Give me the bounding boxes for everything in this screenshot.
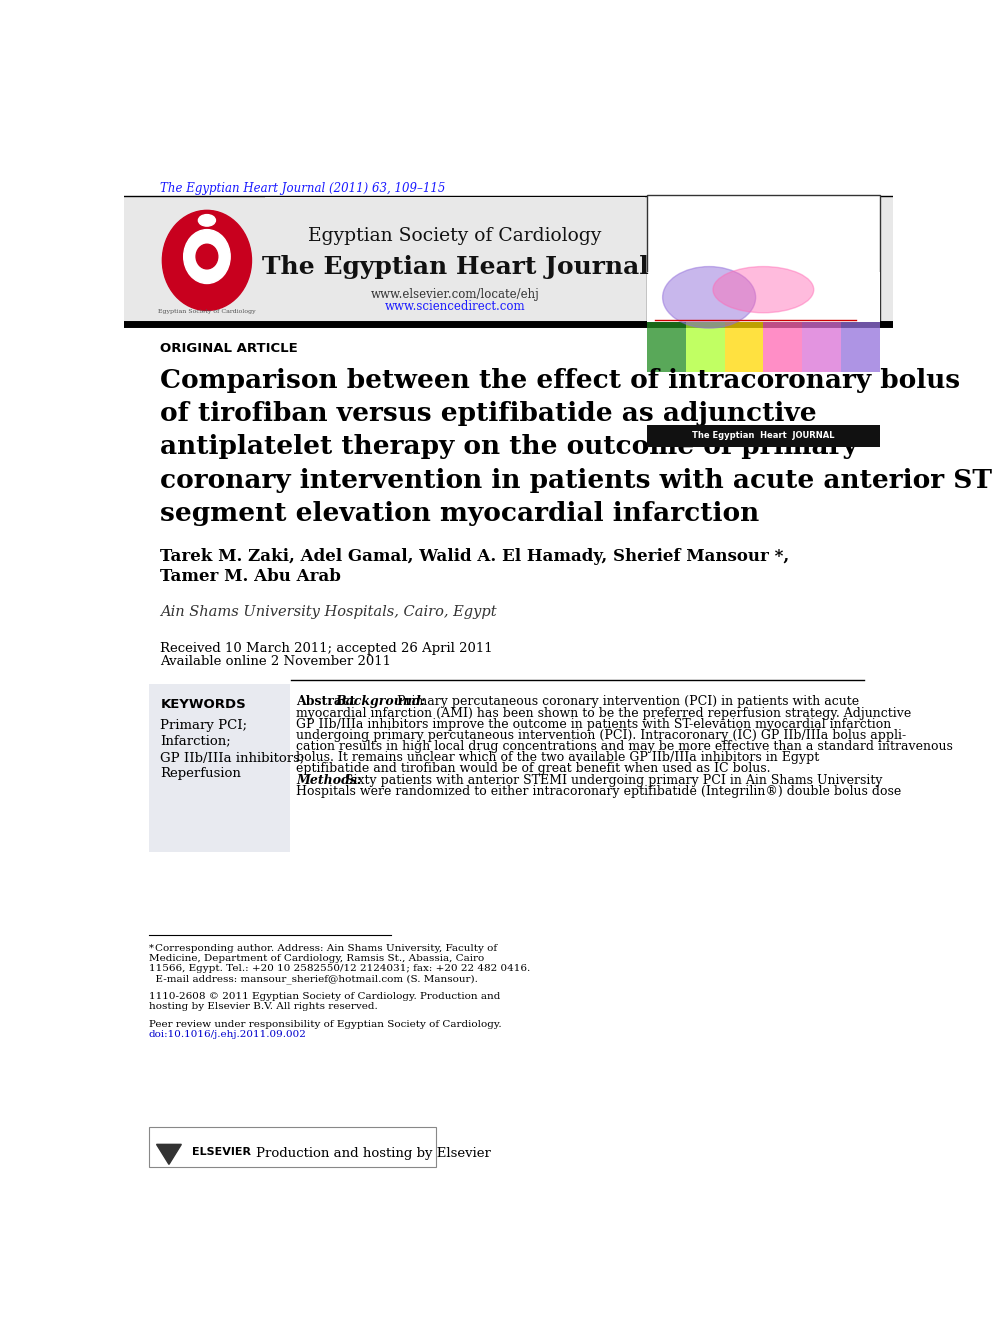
Text: Medicine, Department of Cardiology, Ramsis St., Abassia, Cairo: Medicine, Department of Cardiology, Rams…: [149, 954, 484, 963]
Text: Production and hosting by Elsevier: Production and hosting by Elsevier: [256, 1147, 491, 1160]
Bar: [265, 197, 645, 324]
Text: Ain Shams University Hospitals, Cairo, Egypt: Ain Shams University Hospitals, Cairo, E…: [161, 605, 497, 619]
Text: ORIGINAL ARTICLE: ORIGINAL ARTICLE: [161, 343, 299, 355]
Text: E-mail address: mansour_sherief@hotmail.com (S. Mansour).: E-mail address: mansour_sherief@hotmail.…: [149, 974, 478, 984]
Bar: [764, 321, 803, 372]
Text: Sixty patients with anterior STEMI undergoing primary PCI in Ain Shams Universit: Sixty patients with anterior STEMI under…: [337, 774, 883, 787]
Bar: [124, 197, 893, 324]
Text: Methods:: Methods:: [296, 774, 361, 787]
Text: The Egyptian  Heart  JOURNAL: The Egyptian Heart JOURNAL: [692, 431, 834, 441]
Text: segment elevation myocardial infarction: segment elevation myocardial infarction: [161, 500, 760, 525]
Text: Primary PCI;: Primary PCI;: [161, 718, 248, 732]
Text: 11566, Egypt. Tel.: +20 10 2582550/12 2124031; fax: +20 22 482 0416.: 11566, Egypt. Tel.: +20 10 2582550/12 21…: [149, 964, 530, 974]
Text: Egyptian Society of Cardiology: Egyptian Society of Cardiology: [309, 226, 601, 245]
Text: The Egyptian Heart Journal (2011) 63, 109–115: The Egyptian Heart Journal (2011) 63, 10…: [161, 181, 445, 194]
Text: Primary percutaneous coronary intervention (PCI) in patients with acute: Primary percutaneous coronary interventi…: [389, 696, 859, 708]
Text: doi:10.1016/j.ehj.2011.09.002: doi:10.1016/j.ehj.2011.09.002: [149, 1029, 307, 1039]
Text: The Egyptian Heart Journal: The Egyptian Heart Journal: [262, 255, 649, 279]
Bar: [685, 321, 724, 372]
Text: Received 10 March 2011; accepted 26 April 2011: Received 10 March 2011; accepted 26 Apri…: [161, 642, 493, 655]
Ellipse shape: [663, 266, 756, 328]
Bar: [647, 273, 880, 321]
Text: of tirofiban versus eptifibatide as adjunctive: of tirofiban versus eptifibatide as adju…: [161, 401, 817, 426]
Text: www.sciencedirect.com: www.sciencedirect.com: [385, 300, 525, 312]
Text: KEYWORDS: KEYWORDS: [161, 697, 246, 710]
Text: GP IIb/IIIa inhibitors;: GP IIb/IIIa inhibitors;: [161, 751, 305, 763]
Text: Tamer M. Abu Arab: Tamer M. Abu Arab: [161, 568, 341, 585]
Bar: [841, 321, 880, 372]
Text: Tarek M. Zaki, Adel Gamal, Walid A. El Hamady, Sherief Mansour *,: Tarek M. Zaki, Adel Gamal, Walid A. El H…: [161, 548, 790, 565]
Text: GP IIb/IIIa inhibitors improve the outcome in patients with ST-elevation myocard: GP IIb/IIIa inhibitors improve the outco…: [296, 718, 891, 730]
Bar: [149, 1127, 435, 1167]
Bar: [647, 425, 880, 447]
Text: coronary intervention in patients with acute anterior ST: coronary intervention in patients with a…: [161, 467, 992, 492]
Bar: [724, 321, 764, 372]
Text: antiplatelet therapy on the outcome of primary: antiplatelet therapy on the outcome of p…: [161, 434, 858, 459]
Ellipse shape: [196, 245, 218, 269]
Bar: [149, 684, 290, 852]
Text: Reperfusion: Reperfusion: [161, 767, 241, 781]
Text: undergoing primary percutaneous intervention (PCI). Intracoronary (IC) GP IIb/II: undergoing primary percutaneous interven…: [296, 729, 906, 742]
Polygon shape: [157, 1144, 182, 1164]
Text: Infarction;: Infarction;: [161, 734, 231, 747]
Ellipse shape: [163, 210, 252, 311]
Ellipse shape: [192, 212, 221, 233]
Text: Corresponding author. Address: Ain Shams University, Faculty of: Corresponding author. Address: Ain Shams…: [155, 945, 497, 953]
Bar: [803, 321, 841, 372]
Text: hosting by Elsevier B.V. All rights reserved.: hosting by Elsevier B.V. All rights rese…: [149, 1002, 378, 1011]
Ellipse shape: [713, 266, 813, 312]
Text: ELSEVIER: ELSEVIER: [192, 1147, 251, 1158]
Text: Background:: Background:: [335, 696, 426, 708]
Bar: [647, 194, 880, 321]
Text: 1110-2608 © 2011 Egyptian Society of Cardiology. Production and: 1110-2608 © 2011 Egyptian Society of Car…: [149, 992, 500, 1002]
Text: Abstract: Abstract: [296, 696, 355, 708]
Text: *: *: [149, 945, 154, 953]
Text: Hospitals were randomized to either intracoronary eptifibatide (Integrilin®) dou: Hospitals were randomized to either intr…: [296, 785, 902, 798]
Text: eptifibatide and tirofiban would be of great benefit when used as IC bolus.: eptifibatide and tirofiban would be of g…: [296, 762, 771, 775]
Ellipse shape: [184, 230, 230, 283]
Text: cation results in high local drug concentrations and may be more effective than : cation results in high local drug concen…: [296, 740, 953, 753]
Text: myocardial infarction (AMI) has been shown to be the preferred reperfusion strat: myocardial infarction (AMI) has been sho…: [296, 706, 912, 720]
Text: Peer review under responsibility of Egyptian Society of Cardiology.: Peer review under responsibility of Egyp…: [149, 1020, 501, 1028]
Text: Egyptian Society of Cardiology: Egyptian Society of Cardiology: [158, 308, 256, 314]
Text: Available online 2 November 2011: Available online 2 November 2011: [161, 655, 392, 668]
Text: bolus. It remains unclear which of the two available GP IIb/IIIa inhibitors in E: bolus. It remains unclear which of the t…: [296, 751, 819, 765]
Bar: [154, 1135, 185, 1164]
Bar: [647, 321, 685, 372]
Ellipse shape: [198, 214, 215, 226]
Text: Comparison between the effect of intracoronary bolus: Comparison between the effect of intraco…: [161, 368, 960, 393]
Text: www.elsevier.com/locate/ehj: www.elsevier.com/locate/ehj: [371, 288, 540, 302]
